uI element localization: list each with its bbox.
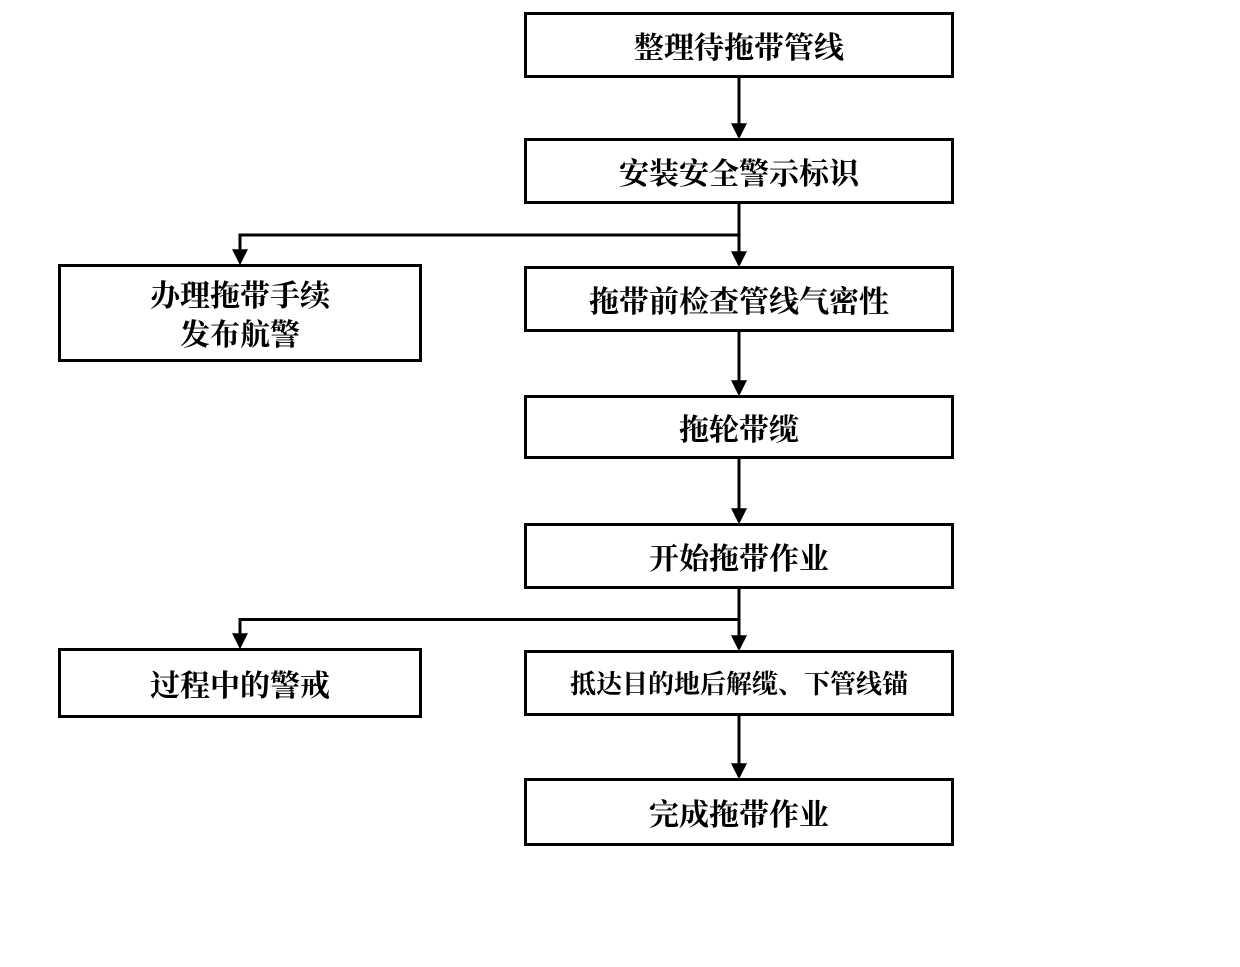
node-label: 开始拖带作业	[649, 537, 829, 576]
flow-node-check-airtight: 拖带前检查管线气密性	[524, 266, 954, 332]
flow-node-complete: 完成拖带作业	[524, 778, 954, 846]
flow-node-prepare-pipeline: 整理待拖带管线	[524, 12, 954, 78]
flow-node-tug-cable: 拖轮带缆	[524, 395, 954, 459]
node-label: 拖带前检查管线气密性	[589, 280, 889, 319]
node-label: 安装安全警示标识	[619, 152, 859, 191]
flow-node-start-tow: 开始拖带作业	[524, 523, 954, 589]
node-label: 完成拖带作业	[649, 793, 829, 832]
flow-node-permit-navwarn: 办理拖带手续 发布航警	[58, 264, 422, 362]
flow-node-arrive-unmoor: 抵达目的地后解缆、下管线锚	[524, 650, 954, 716]
node-label: 整理待拖带管线	[634, 26, 844, 65]
flow-node-install-sign: 安装安全警示标识	[524, 138, 954, 204]
flow-node-process-alert: 过程中的警戒	[58, 648, 422, 718]
node-label: 拖轮带缆	[679, 408, 799, 447]
node-label: 抵达目的地后解缆、下管线锚	[570, 666, 908, 700]
node-label: 过程中的警戒	[150, 664, 330, 703]
node-label: 办理拖带手续 发布航警	[150, 274, 330, 352]
